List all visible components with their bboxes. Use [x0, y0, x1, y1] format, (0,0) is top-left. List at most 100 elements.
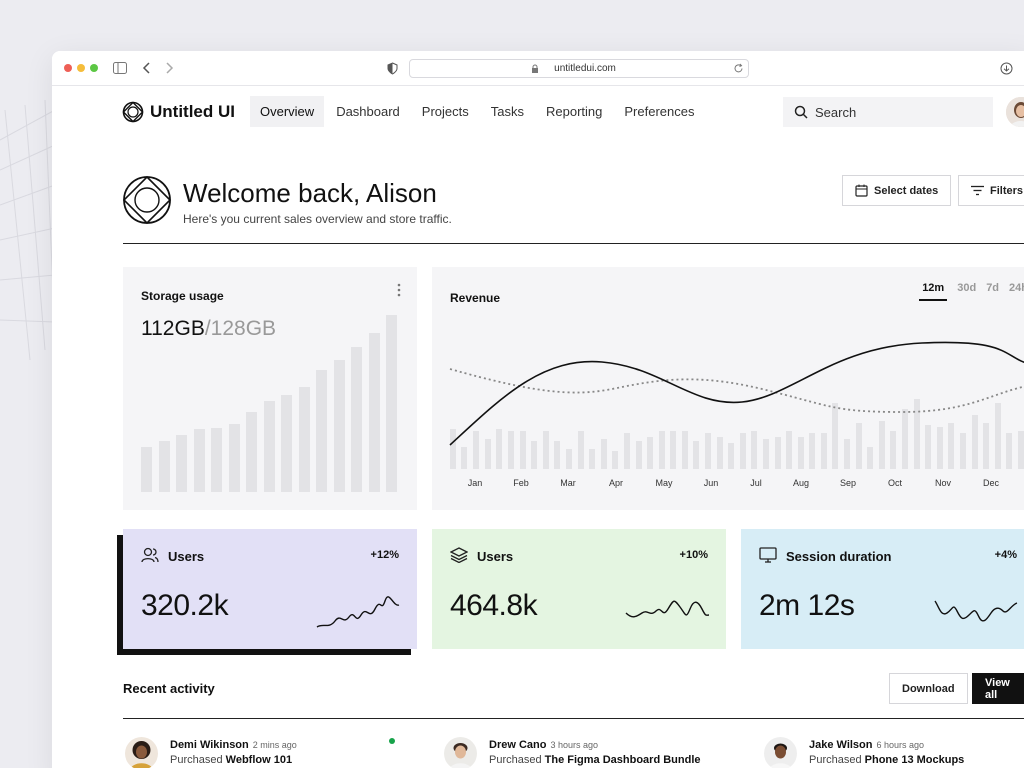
nav-reporting[interactable]: Reporting: [546, 104, 603, 119]
nav-projects[interactable]: Projects: [421, 104, 469, 119]
tab-12m[interactable]: 12m: [919, 282, 948, 301]
month-label: Aug: [792, 478, 810, 488]
activity-user: Jake Wilson: [809, 739, 873, 751]
revenue-bars: [450, 399, 1024, 469]
calendar-icon: [855, 184, 868, 197]
filters-button[interactable]: Filters: [958, 175, 1024, 206]
storage-bar: [281, 395, 292, 492]
stat-value: 2m 12s: [759, 589, 855, 622]
tab-24h[interactable]: 24h: [1009, 282, 1024, 294]
storage-bar: [159, 441, 170, 492]
nav-tasks[interactable]: Tasks: [490, 104, 524, 119]
header-divider: [123, 243, 1024, 244]
users-icon: [141, 547, 159, 563]
more-options-icon[interactable]: [397, 283, 401, 297]
nav-preferences[interactable]: Preferences: [624, 104, 695, 119]
download-icon[interactable]: [1000, 62, 1013, 75]
stat-card-users[interactable]: Users +12% 320.2k: [123, 529, 417, 649]
page-title: Welcome back, Alison: [183, 178, 437, 208]
month-label: Jan: [467, 478, 483, 488]
storage-bar: [264, 401, 275, 492]
month-label: Feb: [513, 478, 529, 488]
month-label: Mar: [560, 478, 576, 488]
minimize-window-button[interactable]: [77, 64, 85, 72]
revenue-chart: [449, 341, 1024, 469]
sparkline: [934, 600, 1018, 622]
storage-bar: [334, 360, 345, 492]
stat-change: +10%: [679, 549, 708, 561]
download-label: Download: [902, 682, 955, 695]
view-all-button[interactable]: View all: [972, 673, 1024, 704]
tab-30d[interactable]: 30d: [957, 282, 977, 294]
lock-icon: [532, 64, 538, 73]
activity-action: Purchased: [489, 754, 542, 766]
activity-desc: Purchased The Figma Dashboard Bundle: [489, 754, 701, 766]
shield-icon[interactable]: [387, 62, 398, 75]
search-input[interactable]: Search: [783, 97, 993, 127]
activity-name: Demi Wikinson 2 mins ago: [170, 739, 297, 751]
nav-dashboard[interactable]: Dashboard: [336, 104, 400, 119]
revenue-title: Revenue: [450, 291, 501, 305]
background-pattern: [0, 99, 56, 361]
month-label: Jun: [703, 478, 719, 488]
online-status-dot: [389, 738, 395, 744]
select-dates-button[interactable]: Select dates: [842, 175, 952, 206]
layers-icon: [450, 547, 468, 563]
avatar: [444, 737, 477, 768]
storage-bar: [351, 347, 362, 492]
nav-overview[interactable]: Overview: [250, 96, 325, 127]
stat-change: +12%: [370, 549, 399, 561]
app-logo[interactable]: Untitled UI: [122, 101, 235, 123]
activity-action: Purchased: [809, 754, 862, 766]
download-button[interactable]: Download: [889, 673, 968, 704]
activity-time: 2 mins ago: [252, 740, 297, 750]
avatar: [764, 737, 797, 768]
filters-label: Filters: [990, 184, 1024, 197]
app-navbar: Untitled UI Overview Dashboard Projects …: [52, 96, 1024, 130]
stat-label: Users: [168, 549, 205, 564]
avatar-image: [1006, 97, 1024, 127]
tab-7d[interactable]: 7d: [986, 282, 1000, 294]
activity-time: 3 hours ago: [550, 740, 599, 750]
close-window-button[interactable]: [64, 64, 72, 72]
user-avatar[interactable]: [1006, 97, 1024, 127]
revenue-range-tabs: 12m 30d 7d 24h: [919, 282, 1024, 301]
sidebar-toggle-icon[interactable]: [113, 62, 127, 74]
stat-card-users-2[interactable]: Users +10% 464.8k: [432, 529, 726, 649]
logo-text: Untitled UI: [150, 102, 235, 121]
storage-bar: [386, 315, 397, 492]
storage-bar: [246, 412, 257, 492]
revenue-line: [449, 341, 1024, 446]
main-nav: Overview Dashboard Projects Tasks Report…: [250, 96, 706, 127]
month-label: Jul: [750, 478, 762, 488]
stat-card-session-duration[interactable]: Session duration +4% 2m 12s: [741, 529, 1024, 649]
storage-bar: [194, 429, 205, 492]
address-bar[interactable]: untitledui.com: [409, 59, 749, 78]
revenue-trend-dotted: [449, 368, 1024, 413]
activity-user: Demi Wikinson: [170, 739, 249, 751]
forward-icon[interactable]: [164, 61, 174, 75]
month-label: Nov: [934, 478, 952, 488]
sparkline: [625, 600, 710, 618]
activity-time: 6 hours ago: [876, 740, 925, 750]
month-label: Apr: [608, 478, 624, 488]
stat-value: 320.2k: [141, 589, 229, 622]
activity-name: Jake Wilson 6 hours ago: [809, 739, 924, 751]
view-all-label: View all: [985, 676, 1010, 701]
filter-icon: [971, 185, 984, 196]
reload-icon[interactable]: [733, 63, 744, 74]
maximize-window-button[interactable]: [90, 64, 98, 72]
activity-item-name: Webflow 101: [225, 754, 293, 766]
activity-desc: Purchased Phone 13 Mockups: [809, 754, 964, 766]
search-placeholder: Search: [815, 104, 857, 120]
select-dates-label: Select dates: [874, 184, 939, 197]
avatar: [125, 737, 158, 768]
back-icon[interactable]: [142, 61, 152, 75]
activity-item-name: Phone 13 Mockups: [864, 754, 965, 766]
revenue-card: Revenue 12m 30d 7d 24h Jan Feb Mar Apr: [432, 267, 1024, 510]
activity-item-name: The Figma Dashboard Bundle: [544, 754, 701, 766]
storage-bar: [176, 435, 187, 492]
page-subtitle: Here's you current sales overview and st…: [183, 212, 452, 226]
storage-bar: [229, 424, 240, 492]
logo-icon: [122, 101, 144, 123]
